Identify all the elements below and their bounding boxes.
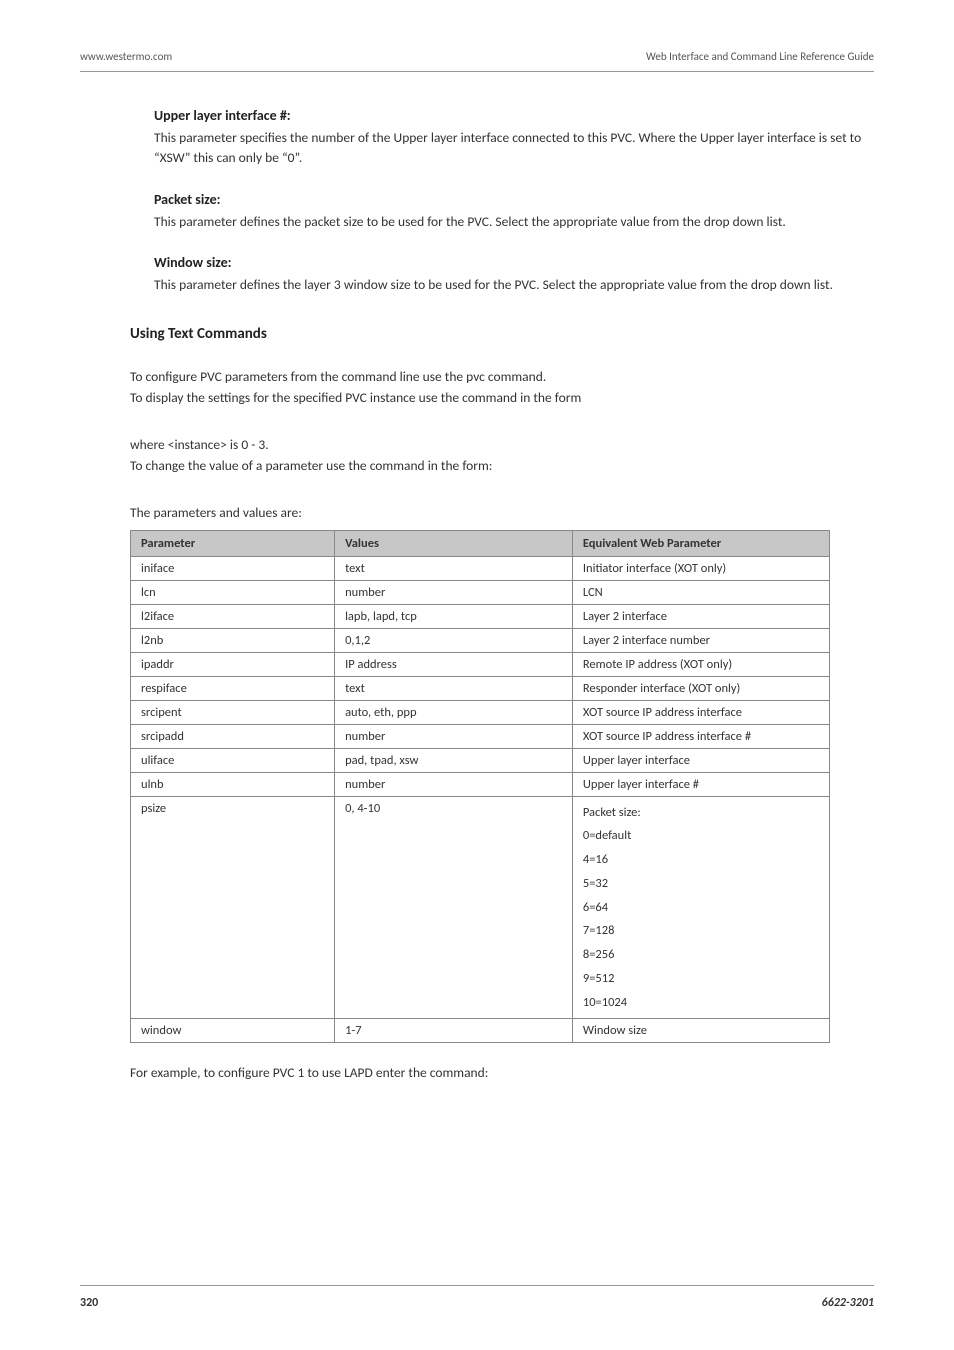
cell-parameter: l2iface — [131, 604, 335, 628]
cell-parameter: ipaddr — [131, 652, 335, 676]
cell-values: pad, tpad, xsw — [335, 748, 573, 772]
cell-equivalent: Layer 2 interface number — [572, 628, 829, 652]
table-row: respifacetextResponder interface (XOT on… — [131, 676, 830, 700]
page-footer: 320 6622-3201 — [80, 1285, 874, 1310]
using-para2: where <instance> is 0 - 3. To change the… — [130, 435, 874, 477]
section-upper-layer: Upper layer interface #: This parameter … — [154, 107, 874, 169]
cell-values: text — [335, 556, 573, 580]
parameters-table: Parameter Values Equivalent Web Paramete… — [130, 530, 830, 1044]
heading-upper-layer: Upper layer interface #: — [154, 107, 874, 124]
heading-packet-size: Packet size: — [154, 191, 874, 208]
cell-parameter: respiface — [131, 676, 335, 700]
text-window-size: This parameter defines the layer 3 windo… — [154, 275, 874, 295]
heading-using-text-commands: Using Text Commands — [130, 325, 874, 343]
cell-equivalent: Window size — [572, 1019, 829, 1043]
text-upper-layer: This parameter specifies the number of t… — [154, 128, 874, 169]
cell-parameter: psize — [131, 796, 335, 1019]
cell-equivalent: Initiator interface (XOT only) — [572, 556, 829, 580]
table-row: ulifacepad, tpad, xswUpper layer interfa… — [131, 748, 830, 772]
table-row: window1-7Window size — [131, 1019, 830, 1043]
post-table-text: For example, to configure PVC 1 to use L… — [130, 1063, 874, 1084]
cell-equivalent: LCN — [572, 580, 829, 604]
cell-parameter: iniface — [131, 556, 335, 580]
cell-values: number — [335, 772, 573, 796]
footer-doc-id: 6622-3201 — [822, 1296, 874, 1310]
cell-equivalent: XOT source IP address interface # — [572, 724, 829, 748]
heading-window-size: Window size: — [154, 254, 874, 271]
using-para1: To configure PVC parameters from the com… — [130, 367, 874, 409]
table-row: ulnbnumberUpper layer interface # — [131, 772, 830, 796]
cell-parameter: lcn — [131, 580, 335, 604]
table-row: inifacetextInitiator interface (XOT only… — [131, 556, 830, 580]
psize-line: 0=default — [583, 824, 819, 848]
section-window-size: Window size: This parameter defines the … — [154, 254, 874, 295]
table-row: l2ifacelapb, lapd, tcpLayer 2 interface — [131, 604, 830, 628]
header-left: www.westermo.com — [80, 50, 172, 63]
cell-values: 0, 4-10 — [335, 796, 573, 1019]
cell-parameter: srcipent — [131, 700, 335, 724]
cell-parameter: uliface — [131, 748, 335, 772]
section-packet-size: Packet size: This parameter defines the … — [154, 191, 874, 232]
table-row: lcnnumberLCN — [131, 580, 830, 604]
cell-values: 0,1,2 — [335, 628, 573, 652]
th-equivalent: Equivalent Web Parameter — [572, 530, 829, 556]
psize-line: 5=32 — [583, 872, 819, 896]
psize-line: 7=128 — [583, 919, 819, 943]
cell-values: number — [335, 580, 573, 604]
text-packet-size: This parameter defines the packet size t… — [154, 212, 874, 232]
cell-equivalent: Upper layer interface # — [572, 772, 829, 796]
cell-parameter: srcipadd — [131, 724, 335, 748]
cell-values: IP address — [335, 652, 573, 676]
psize-line: 8=256 — [583, 943, 819, 967]
cell-parameter: window — [131, 1019, 335, 1043]
cell-equivalent: Remote IP address (XOT only) — [572, 652, 829, 676]
cell-equivalent: Layer 2 interface — [572, 604, 829, 628]
cell-values: number — [335, 724, 573, 748]
psize-line: 10=1024 — [583, 991, 819, 1015]
cell-equivalent-multi: Packet size:0=default4=165=326=647=1288=… — [572, 796, 829, 1019]
psize-line: Packet size: — [583, 801, 819, 825]
cell-parameter: ulnb — [131, 772, 335, 796]
table-row: ipaddrIP addressRemote IP address (XOT o… — [131, 652, 830, 676]
cell-parameter: l2nb — [131, 628, 335, 652]
psize-line: 6=64 — [583, 896, 819, 920]
cell-equivalent: Responder interface (XOT only) — [572, 676, 829, 700]
cell-values: lapb, lapd, tcp — [335, 604, 573, 628]
cell-equivalent: XOT source IP address interface — [572, 700, 829, 724]
table-row: srcipentauto, eth, pppXOT source IP addr… — [131, 700, 830, 724]
cell-equivalent: Upper layer interface — [572, 748, 829, 772]
cell-values: auto, eth, ppp — [335, 700, 573, 724]
table-row-psize: psize0, 4-10Packet size:0=default4=165=3… — [131, 796, 830, 1019]
psize-line: 9=512 — [583, 967, 819, 991]
cell-values: text — [335, 676, 573, 700]
th-values: Values — [335, 530, 573, 556]
footer-page-number: 320 — [80, 1296, 98, 1310]
using-para3: The parameters and values are: — [130, 503, 874, 524]
psize-line: 4=16 — [583, 848, 819, 872]
table-row: srcipaddnumberXOT source IP address inte… — [131, 724, 830, 748]
header-right: Web Interface and Command Line Reference… — [646, 50, 874, 63]
cell-values: 1-7 — [335, 1019, 573, 1043]
th-parameter: Parameter — [131, 530, 335, 556]
page-header: www.westermo.com Web Interface and Comma… — [80, 50, 874, 72]
table-row: l2nb0,1,2Layer 2 interface number — [131, 628, 830, 652]
